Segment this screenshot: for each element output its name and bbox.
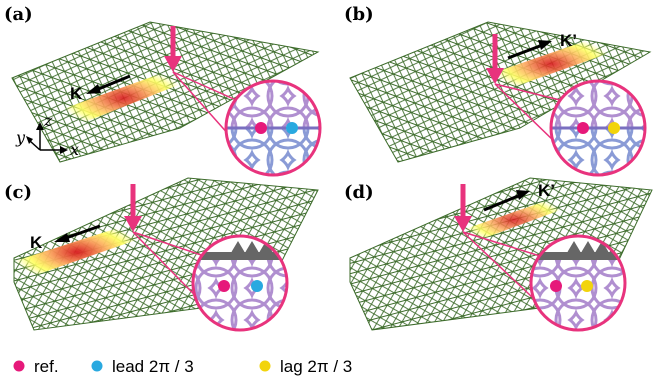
axis-y-label: y [15, 128, 26, 147]
panel-label: (b) [344, 4, 374, 25]
k-arrow [95, 74, 131, 92]
k-label: K [30, 233, 43, 252]
inset-circle [529, 234, 627, 332]
source-arrowhead [124, 216, 142, 232]
legend-ref-label: ref. [34, 357, 59, 376]
inset-circle [224, 79, 322, 177]
source-arrowhead [486, 68, 504, 84]
k-arrowhead [538, 40, 552, 50]
panel-c: (c) K [4, 177, 319, 332]
legend-lead-dot [91, 360, 103, 372]
panel-d: (d) K’ [344, 177, 653, 332]
k-arrow [483, 194, 519, 212]
ref-site [255, 122, 267, 134]
legend-ref-dot [13, 360, 25, 372]
legend-lag-dot [259, 360, 271, 372]
ref-site [218, 280, 230, 292]
k-label: K [70, 84, 83, 103]
lag-site [581, 280, 593, 292]
k-arrowhead [516, 190, 530, 200]
lead-site [286, 122, 298, 134]
coordinate-axes: z y x [15, 111, 79, 159]
panel-b: (b) K’ [344, 4, 652, 177]
edge-state [490, 36, 612, 92]
k-arrow [507, 44, 541, 60]
source-arrowhead [164, 56, 182, 72]
legend: ref. lead 2π / 3 lag 2π / 3 [13, 357, 352, 376]
panel-a: (a) K z y x [4, 4, 322, 177]
edge-state [60, 68, 186, 128]
panel-label: (d) [344, 182, 374, 203]
inset-zoom [551, 81, 645, 175]
inset-circle [549, 79, 647, 177]
k-label: K’ [560, 31, 577, 50]
panel-label: (a) [4, 4, 33, 25]
ref-site [550, 280, 562, 292]
panel-label: (c) [4, 182, 32, 203]
edge-state [462, 196, 566, 244]
axis-x-label: x [70, 140, 79, 159]
legend-lead-label: lead 2π / 3 [112, 357, 194, 376]
ref-site [577, 122, 589, 134]
k-arrow [65, 224, 101, 240]
k-arrowhead [54, 233, 70, 242]
k-label: K’ [538, 181, 555, 200]
source-arrowhead [454, 216, 472, 232]
axis-z-label: z [43, 111, 53, 130]
legend-lag-label: lag 2π / 3 [280, 357, 352, 376]
edge-state [12, 222, 142, 282]
inset-circle [191, 234, 289, 332]
lead-site [251, 280, 263, 292]
k-arrowhead [86, 84, 101, 94]
lag-site [608, 122, 620, 134]
